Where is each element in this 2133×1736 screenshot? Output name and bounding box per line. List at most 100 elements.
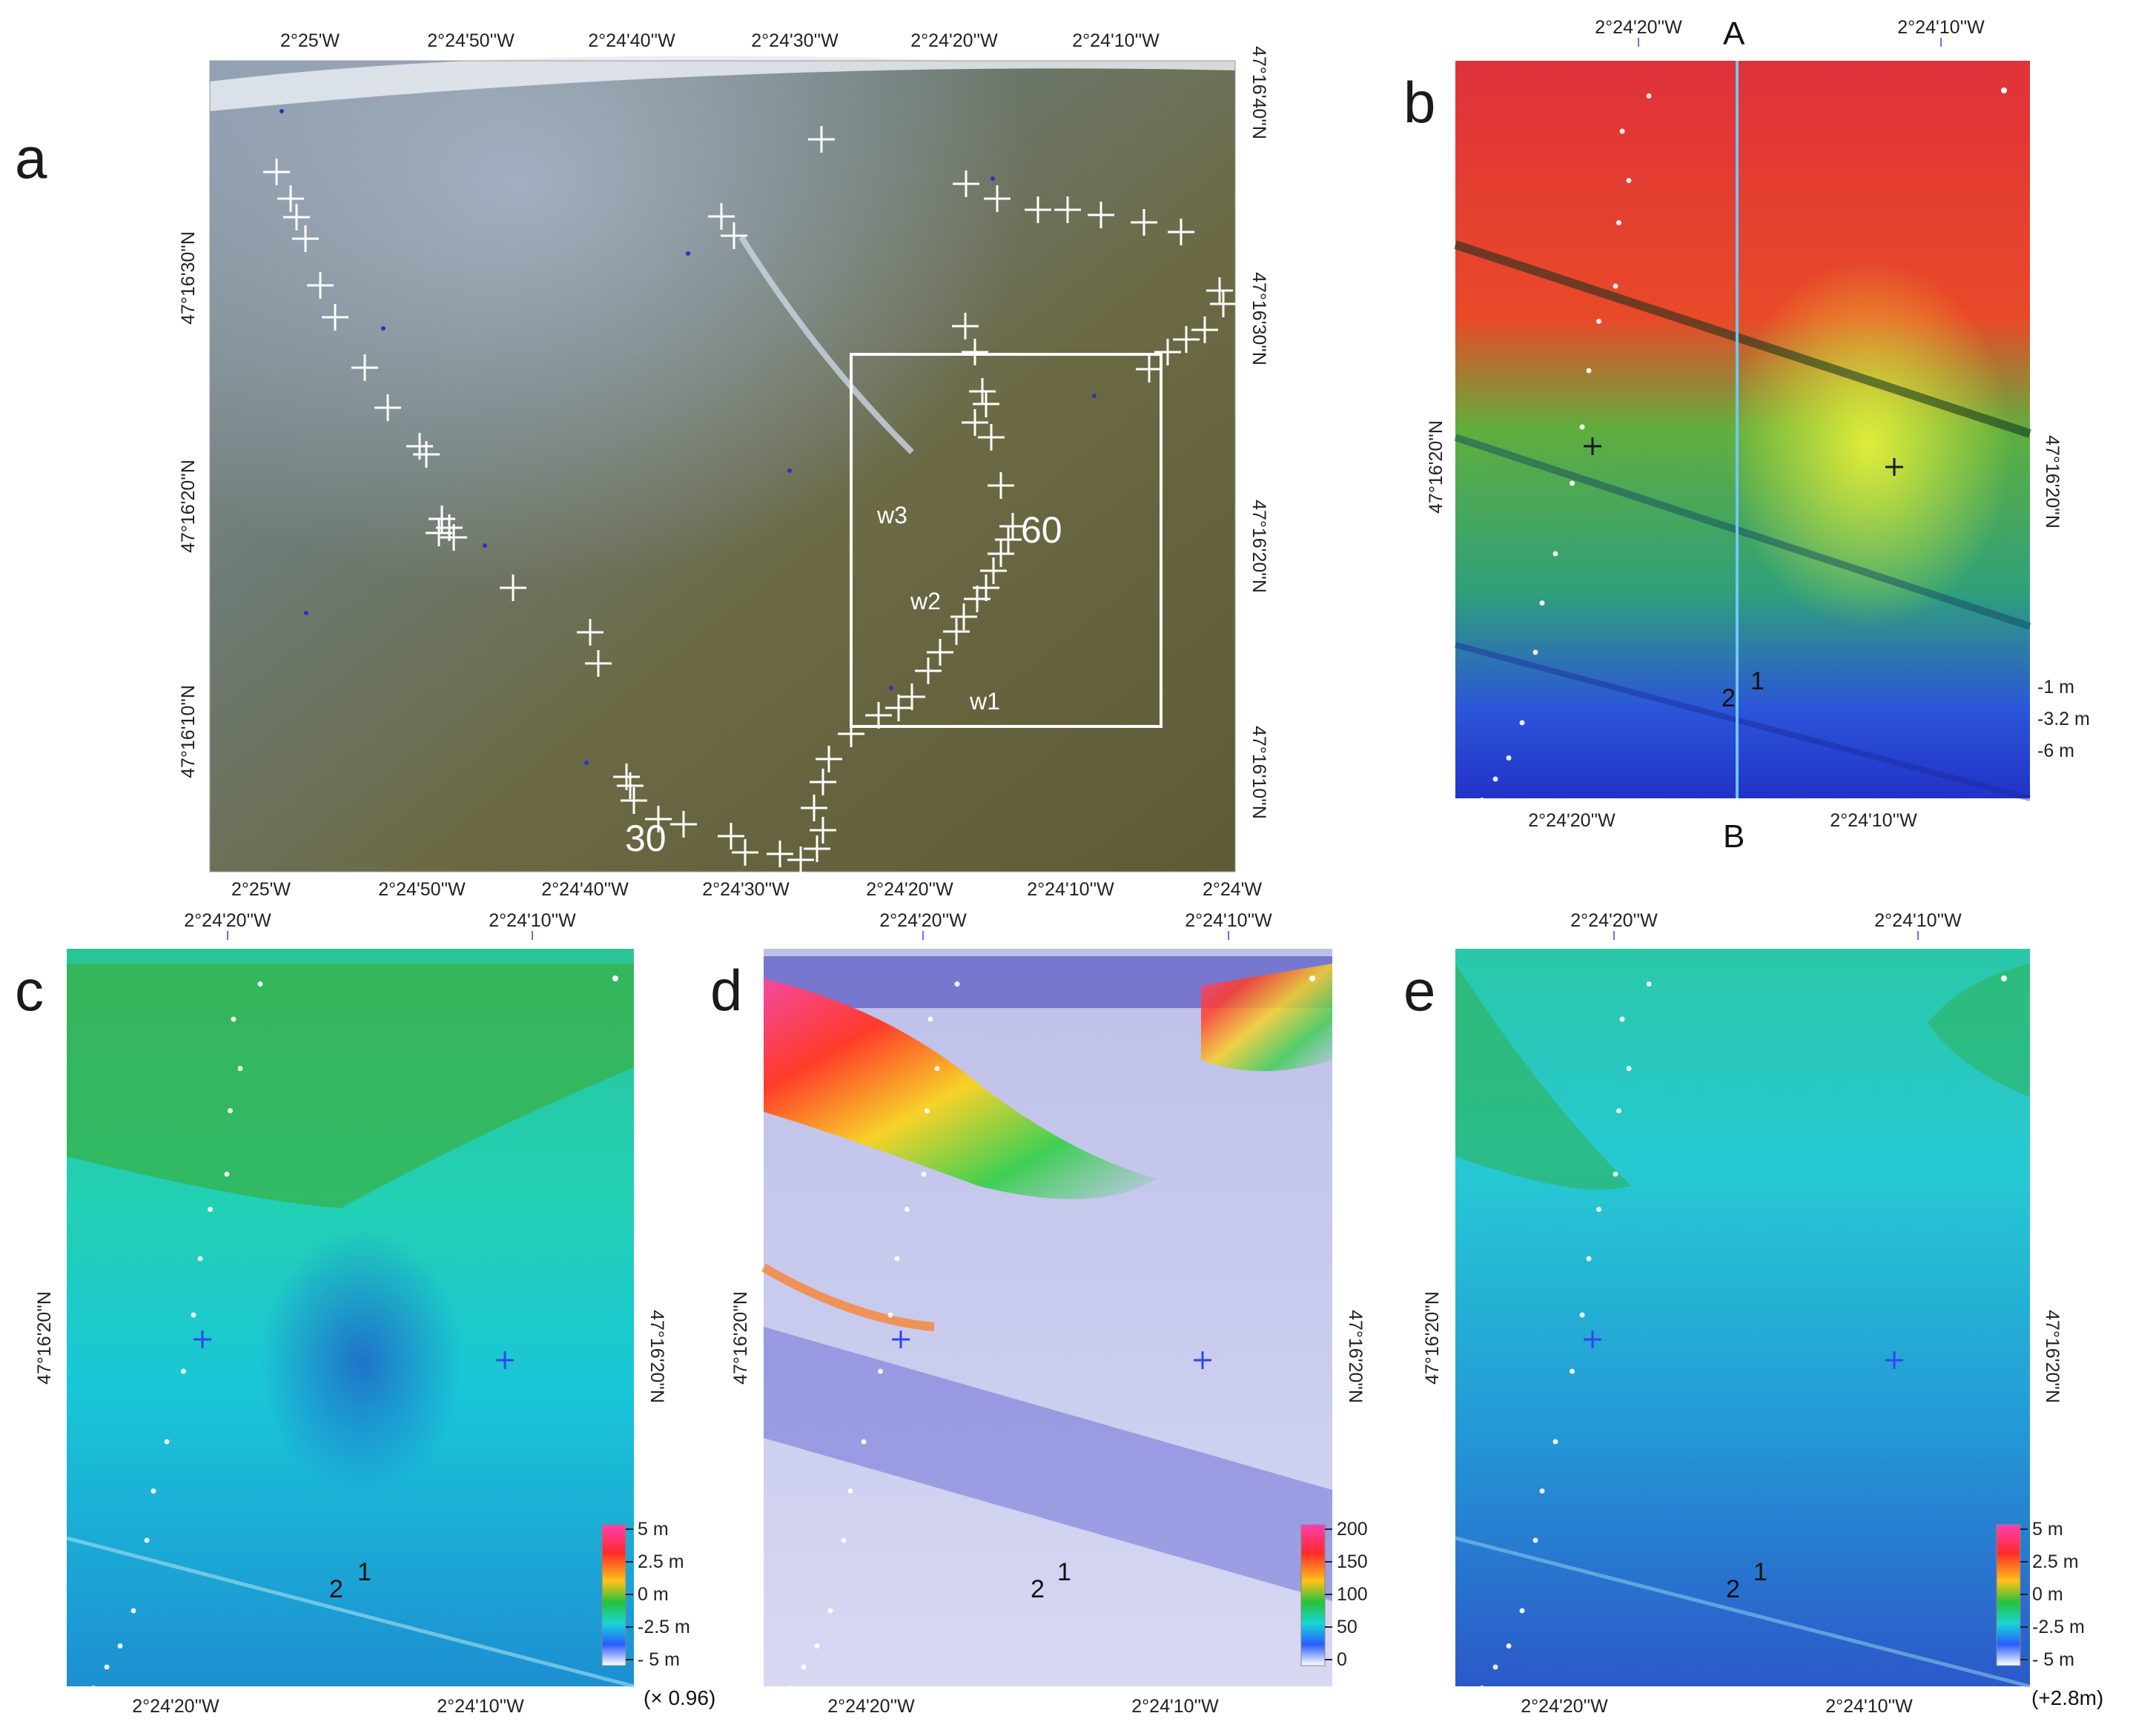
survey-marker xyxy=(980,557,1007,584)
survey-marker xyxy=(263,159,290,185)
survey-point xyxy=(117,1643,123,1649)
survey-point xyxy=(1579,424,1585,430)
grid-point xyxy=(483,543,487,548)
survey-marker xyxy=(617,772,644,799)
axis-tick-label-bottom: 2°24'40''W xyxy=(541,879,629,900)
survey-marker xyxy=(952,313,979,339)
panel-d-axis-labels: 2°24'20''W 2°24'10''W 2°24'20''W 2°24'10''W… xyxy=(730,910,1366,1717)
panel-b: b A B 1 2 -1 m-3.2 m-6 m 2°24'20''W 2°24'… xyxy=(1403,16,2090,855)
point-label-1: 1 xyxy=(1750,667,1765,695)
axis-tick-label-bottom: 2°24'W xyxy=(1203,879,1262,900)
survey-point xyxy=(801,1664,807,1670)
legend-entry: -6 m xyxy=(2037,741,2074,761)
panel-label-d: d xyxy=(710,958,742,1023)
panel-c-scour-hole xyxy=(67,949,634,1686)
axis-tick-label-left: 47°16'20''N xyxy=(34,1291,55,1385)
grid-point xyxy=(889,686,893,690)
survey-point xyxy=(1586,1256,1592,1262)
panel-c: c 1 2 2°24'20''W 2°24'10''W2°24'20''W 2°24… xyxy=(15,910,715,1717)
survey-marker xyxy=(374,394,401,421)
point-label-1: 1 xyxy=(357,1558,371,1586)
survey-point xyxy=(197,1256,203,1262)
survey-point xyxy=(921,1171,927,1177)
panel-a-frame xyxy=(209,60,1236,872)
survey-point xyxy=(1492,1664,1498,1670)
survey-point xyxy=(841,1537,847,1543)
colorbar-label: -2.5 m xyxy=(2032,1617,2085,1637)
axis-tick-label-left: 47°16'10''N xyxy=(178,685,199,778)
survey-marker xyxy=(816,746,842,772)
section-label-a: A xyxy=(1723,16,1745,52)
colorbar-label: 0 m xyxy=(638,1584,669,1605)
survey-point xyxy=(237,1066,243,1071)
survey-point xyxy=(2001,975,2007,981)
survey-point xyxy=(1539,600,1545,606)
colorbar-ramp xyxy=(1996,1524,2021,1666)
colorbar-label: -2.5 m xyxy=(638,1617,690,1637)
survey-point xyxy=(1552,1439,1558,1445)
axis-tick-label-right: 47°16'30''N xyxy=(1249,272,1269,365)
panel-label-c: c xyxy=(15,958,44,1023)
survey-point xyxy=(1616,1108,1621,1113)
survey-point xyxy=(1519,720,1525,726)
survey-marker xyxy=(645,806,672,832)
axis-tick-label-top: 2°24'20''W xyxy=(1595,17,1682,38)
survey-marker xyxy=(283,204,310,231)
survey-point xyxy=(878,1368,883,1374)
survey-point xyxy=(1646,93,1652,99)
survey-marker xyxy=(838,720,864,747)
panel-d-dark-band xyxy=(764,956,1332,1008)
colorbar-label: 150 xyxy=(1337,1551,1368,1572)
survey-point xyxy=(894,1256,900,1262)
panel-b-swath-seam-3 xyxy=(1454,642,2031,801)
survey-marker xyxy=(1173,326,1200,353)
annotation-w2: w2 xyxy=(910,588,941,614)
survey-marker xyxy=(732,839,758,866)
survey-marker xyxy=(892,1331,910,1348)
survey-point xyxy=(1506,1643,1512,1649)
colorbar-label: 5 m xyxy=(638,1519,669,1540)
panel-c-axis-labels: 2°24'20''W 2°24'10''W 2°24'20''W 2°24'10''W… xyxy=(34,910,667,1717)
survey-marker xyxy=(1154,339,1181,365)
survey-point xyxy=(1506,755,1512,761)
survey-marker xyxy=(988,540,1014,567)
survey-point xyxy=(208,1207,213,1212)
axis-tick-label-top: 2°24'50''W xyxy=(427,30,515,51)
survey-marker xyxy=(277,185,304,212)
survey-point xyxy=(861,1439,867,1445)
section-label-b: B xyxy=(1723,818,1745,855)
panel-c-survey-markers xyxy=(90,975,618,1691)
axis-tick-label-right: 47°16'20''N xyxy=(1249,500,1269,593)
panel-b-axis-labels: 2°24'20''W 2°24'10''W 2°24'20''W 2°24'10''W… xyxy=(1426,17,2063,831)
panel-label-a: a xyxy=(15,125,47,191)
survey-marker xyxy=(721,222,747,249)
survey-marker xyxy=(496,1351,514,1369)
survey-marker xyxy=(943,618,970,645)
panel-e-axis-labels: 2°24'20''W 2°24'10''W 2°24'20''W 2°24'10''W… xyxy=(1422,910,2063,1717)
survey-marker xyxy=(708,203,735,230)
panel-b-swath-seam-1 xyxy=(1454,240,2031,438)
panel-label-e: e xyxy=(1403,958,1435,1023)
survey-marker xyxy=(969,378,996,405)
axis-tick-label-top: 2°24'10''W xyxy=(1072,30,1160,51)
survey-point xyxy=(1570,480,1575,486)
survey-marker xyxy=(621,787,647,814)
grid-point xyxy=(686,251,690,256)
panel-e-survey-markers xyxy=(1479,975,2007,1691)
panel-d-colorbar: 200 150 100 50 0 xyxy=(1300,1519,1368,1670)
survey-marker xyxy=(426,520,452,546)
survey-point xyxy=(1616,220,1621,225)
survey-point xyxy=(814,1643,820,1649)
survey-point xyxy=(1479,798,1485,803)
axis-tick-label-top: 2°24'20''W xyxy=(910,30,998,51)
survey-marker xyxy=(585,650,612,677)
axis-tick-label-left: 47°16'20''N xyxy=(1422,1291,1443,1385)
survey-point xyxy=(827,1608,833,1614)
survey-point xyxy=(954,981,960,987)
survey-point xyxy=(927,1016,933,1022)
survey-point xyxy=(151,1488,156,1494)
survey-point xyxy=(1532,649,1538,655)
panel-a-axis-labels: 2°25'W 2°24'50''W 2°24'40''W 2°24'30''W 2°24… xyxy=(178,30,1269,900)
survey-point xyxy=(228,1108,233,1113)
